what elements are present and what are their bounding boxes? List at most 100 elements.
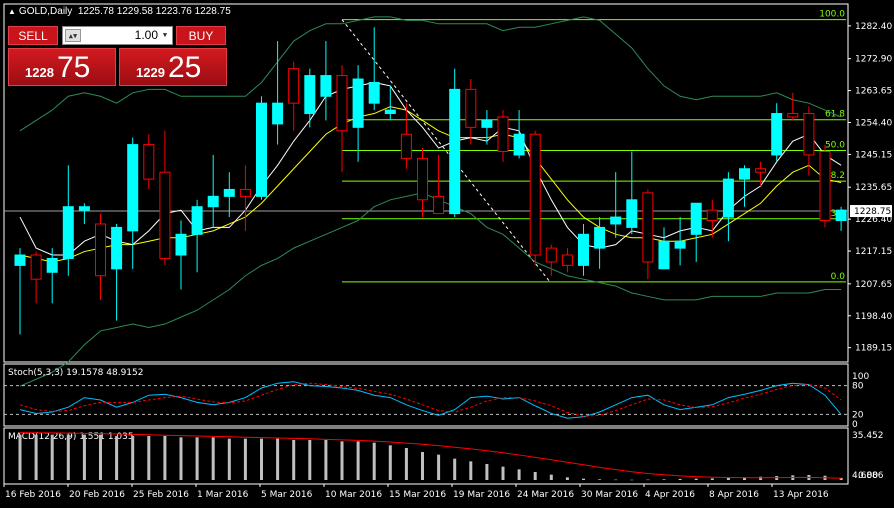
- fib-level-label: 0.0: [831, 272, 846, 282]
- candle-body: [175, 233, 187, 256]
- candle-body: [127, 144, 139, 232]
- macd-pane-frame: [3, 427, 849, 485]
- stoch-signal-line: [19, 382, 842, 417]
- macd-histogram-bar: [292, 440, 296, 480]
- date-tick-label: 15 Mar 2016: [389, 490, 446, 500]
- macd-histogram-bar: [614, 479, 618, 481]
- candle-body: [610, 216, 622, 225]
- date-tick-label: 19 Mar 2016: [453, 490, 510, 500]
- candle-body: [819, 150, 831, 222]
- date-tick-label: 1 Mar 2016: [197, 490, 249, 500]
- price-tick-label: 1272.90: [855, 55, 892, 65]
- ohlc-values: 1225.78 1229.58 1223.76 1228.75: [77, 6, 231, 17]
- macd-histogram-bar: [195, 437, 199, 480]
- collapse-triangle-icon[interactable]: ▲: [8, 7, 16, 16]
- candle-body: [223, 188, 235, 197]
- macd-histogram-bar: [453, 458, 457, 480]
- candle-body: [352, 78, 364, 128]
- date-tick-label: 5 Mar 2016: [261, 490, 313, 500]
- price-tick-label: 1245.15: [855, 150, 892, 160]
- macd-histogram-bar: [308, 440, 312, 480]
- candle-body: [239, 188, 251, 197]
- candle-body: [578, 233, 589, 266]
- moving-average-fast-line: [19, 81, 842, 256]
- macd-signal-line: [19, 432, 842, 479]
- macd-histogram-bar: [726, 478, 730, 480]
- macd-histogram-bar: [630, 479, 634, 481]
- candle-body: [304, 75, 316, 115]
- candle-body: [368, 81, 380, 104]
- fib-level-label: 100.0: [819, 10, 845, 20]
- macd-histogram-bar: [582, 478, 585, 480]
- sell-button[interactable]: SELL: [8, 26, 58, 45]
- candle-body: [465, 88, 477, 128]
- candle-body: [78, 206, 90, 211]
- candle-body: [320, 75, 332, 97]
- candle-body: [256, 102, 267, 197]
- lot-stepper-arrow-icon[interactable]: ▲▼: [65, 29, 81, 42]
- date-tick-label: 20 Feb 2016: [69, 490, 125, 500]
- fib-level-label: 23.6: [825, 209, 845, 219]
- macd-histogram-bar: [99, 434, 102, 480]
- macd-histogram-bar: [437, 454, 441, 480]
- price-tick-label: 1217.15: [855, 247, 892, 257]
- bid-price-pips: 75: [57, 51, 91, 84]
- candle-body: [706, 209, 718, 222]
- current-price-label: 1228.75: [854, 207, 891, 217]
- macd-histogram-bar: [565, 477, 569, 480]
- candle-body: [561, 254, 573, 266]
- stoch-level-label: 0: [852, 420, 858, 430]
- price-tick-label: 1189.15: [855, 344, 892, 354]
- candle-body: [336, 75, 348, 132]
- buy-button[interactable]: BUY: [176, 26, 226, 45]
- lot-dropdown-icon[interactable]: ▼: [162, 31, 168, 39]
- ask-price-button[interactable]: 1229 25: [119, 48, 227, 86]
- fib-trend-line: [341, 19, 551, 283]
- candle-body: [626, 199, 638, 228]
- macd-histogram-bar: [211, 437, 215, 480]
- lot-size-stepper[interactable]: ▲▼ 1.00 ▼: [62, 26, 173, 45]
- stoch-level-label: 20: [852, 410, 864, 420]
- macd-histogram-bar: [243, 438, 247, 480]
- macd-histogram-bar: [18, 434, 22, 480]
- candle-body: [787, 113, 799, 118]
- candle-body: [545, 247, 557, 263]
- macd-histogram-bar: [839, 477, 843, 480]
- price-tick-label: 1263.65: [855, 87, 892, 97]
- date-tick-label: 30 Mar 2016: [581, 490, 638, 500]
- candle-body: [722, 178, 734, 218]
- macd-histogram-bar: [340, 441, 344, 480]
- stoch-label: Stoch(5,3,3) 19.1578 48.9152: [8, 368, 143, 378]
- candle-body: [159, 171, 171, 259]
- candle-body: [143, 144, 155, 180]
- candle-body: [433, 195, 445, 215]
- candle-body: [191, 206, 203, 235]
- macd-histogram-bar: [147, 436, 151, 480]
- macd-histogram-bar: [549, 474, 553, 480]
- macd-histogram-bar: [131, 436, 135, 480]
- candle-body: [755, 168, 767, 173]
- lot-size-value[interactable]: 1.00: [134, 28, 158, 42]
- candle-body: [417, 157, 428, 201]
- macd-histogram-bar: [598, 479, 602, 480]
- macd-histogram-bar: [324, 440, 328, 480]
- candle-body: [835, 209, 847, 222]
- macd-histogram-bar: [485, 464, 489, 480]
- bollinger-lower-line: [19, 192, 842, 387]
- date-tick-label: 16 Feb 2016: [5, 490, 61, 500]
- macd-level-label: 4.6886: [852, 471, 884, 481]
- macd-histogram-bar: [404, 448, 408, 480]
- one-click-trading-panel: SELL ▲▼ 1.00 ▼ BUY 1228 75 1229 25: [8, 24, 227, 86]
- stoch-level-label: 100: [852, 372, 869, 382]
- macd-label: MACD(12,26,9) 1.551 1.035: [8, 432, 134, 442]
- candle-body: [62, 206, 74, 259]
- bid-price-button[interactable]: 1228 75: [8, 48, 116, 86]
- stoch-level-label: 80: [852, 382, 864, 392]
- macd-histogram-bar: [662, 479, 666, 480]
- date-tick-label: 13 Apr 2016: [773, 490, 829, 500]
- candle-body: [642, 192, 654, 263]
- macd-histogram-bar: [82, 434, 86, 480]
- macd-histogram-bar: [710, 478, 714, 480]
- date-tick-label: 10 Mar 2016: [325, 490, 382, 500]
- candle-body: [803, 113, 815, 156]
